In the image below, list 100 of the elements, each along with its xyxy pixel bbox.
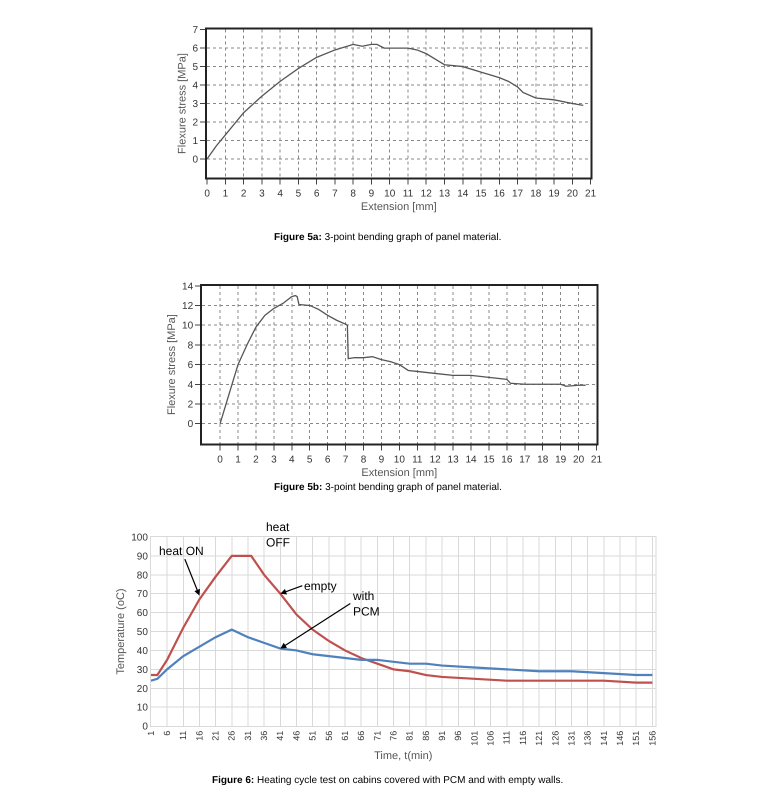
x-tick-label: 126 — [550, 730, 560, 746]
y-tick-label: 10 — [182, 320, 194, 332]
x-tick-label: 41 — [275, 730, 286, 741]
y-tick-label: 30 — [136, 664, 148, 676]
x-tick-label: 156 — [647, 730, 658, 746]
y-tick-label: 40 — [136, 646, 148, 657]
x-tick-label: 76 — [388, 730, 398, 741]
series-label: empty — [304, 579, 337, 593]
y-axis-title: Flexure stress [MPa] — [176, 53, 189, 154]
x-tick-label: 36 — [259, 730, 270, 741]
x-axis-title: Extension [mm] — [361, 467, 438, 480]
x-tick-label: 19 — [555, 454, 567, 466]
x-tick-label: 8 — [360, 454, 367, 466]
y-tick-label: 6 — [188, 360, 194, 372]
x-tick-label: 6 — [162, 730, 172, 736]
x-tick-label: 31 — [242, 730, 253, 741]
x-tick-label: 111 — [502, 730, 512, 744]
y-tick-label: 1 — [192, 136, 199, 147]
y-tick-label: 50 — [136, 627, 148, 638]
x-tick-label: 18 — [530, 188, 542, 200]
x-tick-label: 16 — [494, 188, 506, 200]
x-tick-label: 21 — [585, 188, 597, 200]
line-series — [207, 44, 584, 160]
x-tick-label: 121 — [534, 730, 544, 746]
caption: Figure 5a: 3-point bending graph of panel material. — [274, 232, 502, 243]
x-tick-label: 61 — [340, 730, 350, 741]
y-tick-label: 20 — [136, 684, 148, 695]
x-tick-label: 20 — [566, 188, 578, 200]
y-tick-label: 4 — [188, 380, 194, 391]
x-tick-label: 18 — [537, 454, 549, 466]
x-tick-label: 1 — [222, 188, 229, 200]
x-tick-label: 5 — [296, 188, 302, 200]
x-axis-title: Extension [mm] — [360, 201, 437, 214]
x-tick-label: 4 — [289, 454, 296, 466]
x-tick-label: 71 — [372, 730, 382, 741]
y-tick-label: 4 — [192, 80, 199, 92]
y-tick-label: 0 — [188, 419, 194, 430]
y-axis-title: Temperature (oC) — [114, 588, 127, 675]
annotation: heat OFF — [266, 520, 290, 550]
x-tick-label: 21 — [210, 730, 221, 741]
y-tick-label: 2 — [192, 117, 199, 128]
y-tick-label: 100 — [131, 532, 148, 544]
x-tick-label: 3 — [259, 188, 266, 200]
y-tick-label: 0 — [192, 154, 199, 166]
y-tick-label: 7 — [192, 25, 199, 36]
x-tick-label: 11 — [412, 454, 423, 466]
x-tick-label: 1 — [146, 730, 156, 736]
x-tick-label: 1 — [235, 454, 242, 466]
x-tick-label: 146 — [614, 730, 625, 746]
x-tick-label: 20 — [573, 454, 585, 466]
x-tick-label: 96 — [453, 730, 464, 741]
y-tick-label: 80 — [136, 570, 148, 582]
x-tick-label: 7 — [332, 188, 338, 200]
x-tick-label: 46 — [291, 730, 302, 741]
y-tick-label: 90 — [136, 551, 148, 562]
x-tick-label: 86 — [420, 730, 431, 741]
x-tick-label: 3 — [271, 454, 278, 466]
x-tick-label: 91 — [437, 730, 448, 741]
y-tick-label: 10 — [136, 702, 148, 714]
x-tick-label: 17 — [519, 454, 531, 466]
x-tick-label: 16 — [501, 454, 513, 466]
caption: Figure 6: Heating cycle test on cabins covered with PCM and with empty walls. — [212, 775, 564, 786]
y-tick-label: 8 — [188, 340, 194, 352]
x-tick-label: 9 — [378, 454, 385, 466]
y-tick-label: 6 — [192, 44, 199, 55]
x-tick-label: 131 — [566, 730, 576, 746]
text: with PCM — [352, 589, 380, 619]
x-tick-label: 14 — [457, 188, 469, 200]
x-tick-label: 56 — [324, 730, 334, 741]
x-tick-label: 51 — [308, 730, 318, 741]
x-tick-label: 14 — [465, 454, 478, 466]
x-tick-label: 6 — [324, 454, 331, 466]
x-tick-label: 101 — [469, 730, 480, 746]
y-tick-label: 60 — [136, 608, 148, 620]
x-tick-label: 7 — [342, 454, 349, 466]
x-tick-label: 11 — [178, 730, 188, 740]
x-tick-label: 136 — [582, 730, 593, 746]
line-series — [150, 554, 654, 684]
annotation: heat ON — [159, 544, 204, 558]
x-tick-label: 0 — [204, 188, 210, 200]
x-axis-title: Time, t(min) — [374, 750, 432, 762]
x-tick-label: 151 — [631, 730, 642, 746]
y-tick-label: 70 — [136, 589, 148, 600]
x-tick-label: 81 — [404, 730, 415, 741]
caption: Figure 5b: 3-point bending graph of panel material. — [274, 482, 502, 493]
x-tick-label: 5 — [306, 454, 313, 466]
line-series — [150, 628, 654, 682]
x-tick-label: 6 — [314, 188, 320, 200]
y-tick-label: 5 — [192, 62, 199, 74]
x-tick-label: 116 — [518, 730, 528, 746]
x-tick-label: 12 — [430, 454, 442, 466]
x-tick-label: 0 — [217, 454, 224, 466]
x-tick-label: 10 — [394, 454, 406, 466]
x-tick-label: 13 — [438, 188, 450, 200]
x-tick-label: 15 — [483, 454, 495, 466]
x-tick-label: 21 — [590, 454, 602, 466]
y-tick-label: 2 — [188, 399, 194, 410]
x-tick-label: 16 — [194, 730, 204, 741]
x-tick-label: 15 — [475, 188, 488, 200]
y-tick-label: 12 — [182, 300, 194, 312]
